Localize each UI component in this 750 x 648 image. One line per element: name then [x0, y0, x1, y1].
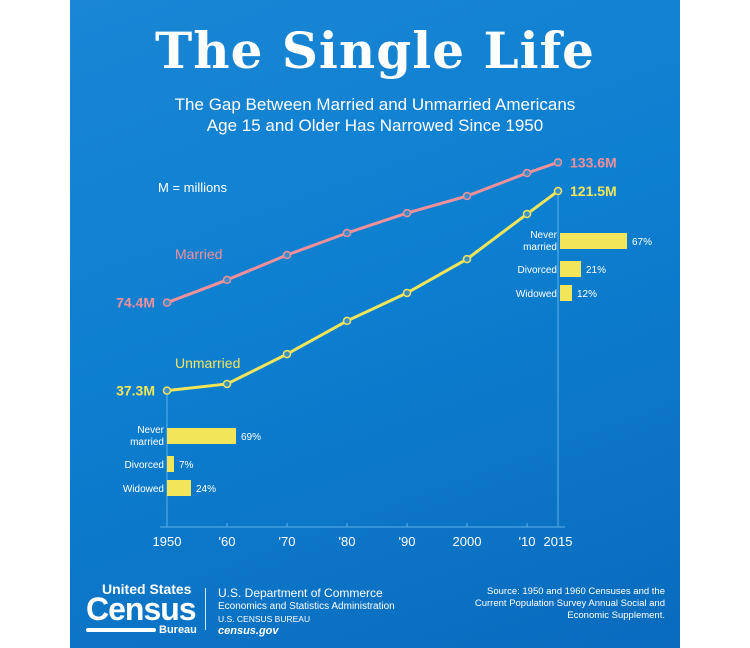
data-point [282, 349, 292, 359]
data-point [162, 298, 172, 307]
breakdown-1950-label: Widowed [123, 484, 164, 495]
breakdown-2015-value: 21% [586, 265, 606, 276]
data-point [402, 288, 412, 298]
data-point [402, 208, 412, 218]
source-line: Economic Supplement. [567, 610, 665, 621]
x-tick-label: 1950 [153, 534, 182, 549]
start-value-label: 37.3M [116, 383, 155, 399]
x-tick-label: '60 [219, 534, 236, 549]
bureau-name: U.S. CENSUS BUREAU [218, 614, 311, 624]
x-tick-label: 2000 [453, 534, 482, 549]
breakdown-2015-label: Never [530, 230, 557, 241]
breakdown-1950-value: 7% [179, 460, 194, 471]
data-point [162, 386, 172, 395]
breakdown-2015-label: married [523, 242, 557, 253]
department-block: U.S. Department of Commerce Economics an… [218, 586, 395, 638]
data-point [522, 168, 532, 178]
breakdown-2015-value: 67% [632, 237, 652, 248]
end-value-label: 133.6M [570, 154, 617, 170]
breakdown-1950-value: 24% [196, 484, 216, 495]
breakdown-1950-label: married [130, 437, 164, 448]
breakdown-1950-label: Divorced [125, 460, 164, 471]
source-note: Source: 1950 and 1960 Censuses and the C… [475, 586, 665, 622]
series-name-married: Married [175, 246, 222, 262]
breakdown-2015-bar [560, 285, 572, 301]
data-point [342, 316, 352, 326]
data-point [222, 379, 232, 389]
data-point [553, 158, 563, 167]
data-point [222, 275, 232, 285]
breakdown-1950-bar [167, 428, 236, 444]
breakdown-2015-value: 12% [577, 289, 597, 300]
subtitle-line: Age 15 and Older Has Narrowed Since 1950 [206, 116, 544, 135]
dept-name: U.S. Department of Commerce [218, 586, 383, 600]
site-link[interactable]: census.gov [218, 625, 279, 637]
data-point [462, 254, 472, 264]
subtitle: The Gap Between Married and Unmarried Am… [0, 94, 750, 136]
series-name-unmarried: Unmarried [175, 355, 240, 371]
x-tick-label: '70 [279, 534, 296, 549]
source-line: Current Population Survey Annual Social … [474, 598, 665, 609]
logo-line1: United States [102, 581, 192, 597]
breakdown-2015-bar [560, 233, 627, 249]
breakdown-1950-bar [167, 456, 174, 472]
breakdown-1950-value: 69% [241, 432, 261, 443]
breakdown-2015-label: Widowed [516, 289, 557, 300]
source-line: Source: 1950 and 1960 Censuses and the [487, 586, 665, 597]
breakdown-2015-label: Divorced [518, 265, 557, 276]
unit-note: M = millions [158, 180, 227, 195]
x-tick-label: '90 [399, 534, 416, 549]
logo-line3: Bureau [159, 624, 197, 636]
census-logo: United States Census Bureau [86, 582, 201, 638]
admin-name: Economics and Statistics Administration [218, 601, 395, 612]
end-value-label: 121.5M [570, 183, 617, 199]
page-title: The Single Life [155, 21, 595, 80]
infographic-panel [70, 0, 680, 648]
x-tick-label: '10 [519, 534, 536, 549]
series-line-married [166, 160, 559, 305]
data-point [282, 250, 292, 260]
start-value-label: 74.4M [116, 295, 155, 311]
data-point [342, 228, 352, 238]
breakdown-1950-label: Never [137, 425, 164, 436]
logo-line2: Census [86, 591, 197, 627]
series-line-unmarried [166, 189, 559, 393]
x-tick-label: 2015 [544, 534, 573, 549]
x-tick-label: '80 [339, 534, 356, 549]
data-point [462, 191, 472, 201]
logo-bar [86, 628, 156, 632]
subtitle-line: The Gap Between Married and Unmarried Am… [174, 95, 576, 114]
divider [205, 588, 206, 630]
data-point [553, 186, 563, 196]
data-point [522, 209, 532, 219]
breakdown-2015-bar [560, 261, 581, 277]
breakdown-1950-bar [167, 480, 191, 496]
